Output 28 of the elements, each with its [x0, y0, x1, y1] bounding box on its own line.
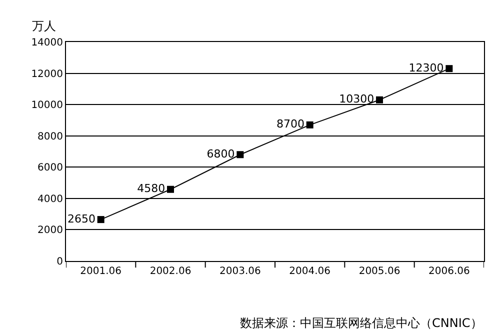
point [97, 216, 104, 224]
x-tick-label: 2001.06 [80, 266, 122, 277]
y-axis-title: 万人 [32, 19, 56, 33]
x-tick-label: 2006.06 [428, 266, 470, 277]
data-label: 12300 [408, 61, 444, 74]
y-tick-label: 14000 [31, 38, 63, 48]
y-tick-label: 12000 [31, 68, 63, 80]
source-note: 数据来源：中国互联网络信息中心（CNNIC） [240, 316, 482, 330]
x-tick-label: 2005.06 [358, 266, 400, 277]
y-tick-label: 8000 [38, 131, 63, 142]
point [446, 65, 453, 72]
y-tick-label: 6000 [38, 162, 63, 174]
x-tick-label: 2003.06 [219, 266, 261, 277]
y-tick-label: 4000 [38, 194, 63, 205]
point [167, 186, 174, 193]
y-tick-label: 2000 [38, 225, 63, 236]
data-label: 4580 [137, 182, 166, 196]
y-tick-label: 0 [56, 256, 63, 268]
data-label: 2650 [67, 212, 96, 226]
point [236, 151, 244, 158]
data-label: 10300 [339, 92, 374, 106]
data-label: 6800 [206, 147, 235, 160]
x-tick-label: 2002.06 [150, 266, 192, 277]
y-tick-label: 10000 [31, 100, 63, 112]
x-tick-label: 2004.06 [289, 266, 331, 277]
point [306, 121, 314, 128]
point [376, 96, 383, 104]
data-label: 8700 [276, 118, 304, 131]
